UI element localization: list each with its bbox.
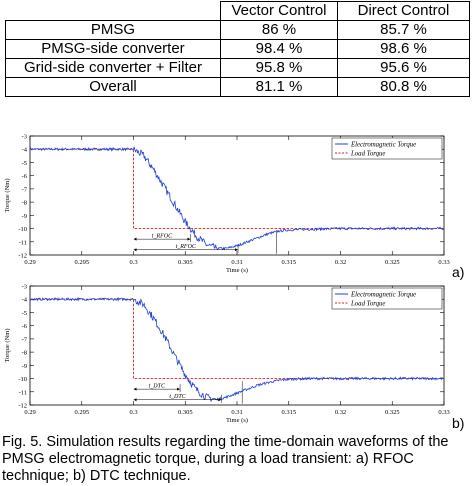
table-row: Overall 81.1 % 80.8 % bbox=[5, 77, 470, 97]
table-header-direct: Direct Control bbox=[337, 1, 470, 21]
arrow-head-left bbox=[133, 237, 137, 241]
arrow-head-left bbox=[133, 398, 137, 402]
efficiency-table: Vector Control Direct Control PMSG 86 % … bbox=[5, 1, 470, 97]
y-tick-label: -5 bbox=[22, 310, 27, 317]
y-tick-label: -10 bbox=[18, 226, 27, 233]
y-tick-label: -10 bbox=[18, 376, 27, 383]
x-axis-label: Time (s) bbox=[226, 417, 248, 424]
figure-caption: Fig. 5. Simulation results regarding the… bbox=[2, 434, 449, 484]
x-tick-label: 0.31 bbox=[231, 409, 242, 416]
table-cell: 80.8 % bbox=[337, 77, 470, 97]
table-row: Grid-side converter + Filter 95.8 % 95.6… bbox=[5, 58, 470, 78]
legend-label-load: Load Torque bbox=[350, 151, 385, 158]
x-tick-label: 0.3 bbox=[129, 259, 137, 266]
table-cell: 81.1 % bbox=[220, 77, 338, 97]
torque-plot-b: -3 -4 -5 -6 -7 -8 -9 -10 -11 -120.29 0.295 0.3 0.305… bbox=[4, 284, 450, 425]
y-tick-label: -7 bbox=[22, 336, 28, 343]
annotation-label: t_DTC bbox=[149, 384, 166, 390]
y-tick-label: -9 bbox=[22, 213, 27, 220]
x-tick-label: 0.33 bbox=[438, 259, 449, 266]
legend-label-load: Load Torque bbox=[350, 301, 385, 308]
y-tick-label: -5 bbox=[22, 160, 27, 167]
arrow-head-right bbox=[177, 387, 181, 391]
x-tick-label: 0.295 bbox=[74, 259, 89, 266]
y-axis-label: Torque (Nm) bbox=[4, 178, 11, 212]
x-tick-label: 0.32 bbox=[335, 409, 346, 416]
arrow-head-left bbox=[133, 248, 137, 252]
annotation-label: t_RFOC bbox=[176, 244, 197, 250]
y-axis-label: Torque (Nm) bbox=[4, 328, 11, 362]
table-header-row: Vector Control Direct Control bbox=[5, 1, 470, 21]
y-tick-label: -11 bbox=[19, 389, 27, 396]
table-cell: 98.6 % bbox=[337, 39, 470, 59]
series-load-torque bbox=[30, 148, 444, 230]
y-tick-label: -8 bbox=[22, 200, 27, 207]
table-cell: PMSG-side converter bbox=[5, 39, 221, 59]
table-cell: 86 % bbox=[220, 20, 338, 40]
x-tick-label: 0.32 bbox=[335, 259, 346, 266]
x-tick-label: 0.3 bbox=[129, 409, 137, 416]
table-row: PMSG-side converter 98.4 % 98.6 % bbox=[5, 39, 470, 59]
x-tick-label: 0.31 bbox=[231, 259, 242, 266]
y-tick-label: -8 bbox=[22, 350, 27, 357]
table-cell: 95.6 % bbox=[337, 58, 470, 78]
series-electromagnetic-torque bbox=[29, 146, 445, 251]
y-tick-label: -3 bbox=[22, 284, 27, 291]
y-tick-label: -11 bbox=[19, 239, 27, 246]
arrow-head-right bbox=[235, 248, 239, 252]
y-tick-label: -4 bbox=[22, 147, 28, 154]
table-cell: 95.8 % bbox=[220, 58, 338, 78]
arrow-head-left bbox=[133, 387, 137, 391]
legend-box bbox=[331, 287, 443, 310]
subfigure-label-b: b) bbox=[452, 415, 465, 431]
x-tick-label: 0.305 bbox=[178, 409, 193, 416]
x-tick-label: 0.295 bbox=[74, 409, 89, 416]
table-cell: Grid-side converter + Filter bbox=[5, 58, 221, 78]
legend-box bbox=[331, 137, 443, 160]
arrow-head-right bbox=[218, 398, 222, 402]
x-tick-label: 0.325 bbox=[385, 259, 400, 266]
table-header-blank bbox=[5, 1, 221, 21]
subfigure-label-a: a) bbox=[452, 264, 465, 280]
x-tick-label: 0.315 bbox=[281, 409, 296, 416]
torque-plot-a: -3 -4 -5 -6 -7 -8 -9 -10 -11 -120.29 0.295 0.3 0.305… bbox=[4, 134, 450, 275]
y-tick-label: -12 bbox=[18, 403, 27, 410]
x-axis-label: Time (s) bbox=[226, 267, 248, 274]
legend-label-em: Electromagnetic Torque bbox=[350, 292, 416, 299]
y-tick-label: -6 bbox=[22, 323, 28, 330]
x-tick-label: 0.33 bbox=[438, 409, 449, 416]
arrow-head-right bbox=[187, 237, 191, 241]
table-row: PMSG 86 % 85.7 % bbox=[5, 20, 470, 40]
y-tick-label: -9 bbox=[22, 363, 27, 370]
series-electromagnetic-torque bbox=[29, 297, 445, 402]
table-cell: 85.7 % bbox=[337, 20, 470, 40]
x-tick-label: 0.305 bbox=[178, 259, 193, 266]
y-tick-label: -6 bbox=[22, 173, 28, 180]
x-tick-label: 0.325 bbox=[385, 409, 400, 416]
x-tick-label: 0.29 bbox=[24, 259, 35, 266]
annotation-label: t_RFOC bbox=[152, 234, 173, 240]
table-cell: PMSG bbox=[5, 20, 221, 40]
table-cell: 98.4 % bbox=[220, 39, 338, 59]
table-cell: Overall bbox=[5, 77, 221, 97]
y-tick-label: -12 bbox=[18, 253, 27, 260]
annotation-label: t_DTC bbox=[169, 394, 186, 400]
y-tick-label: -4 bbox=[22, 297, 28, 304]
x-tick-label: 0.315 bbox=[281, 259, 296, 266]
y-tick-label: -7 bbox=[22, 186, 28, 193]
table-header-vector: Vector Control bbox=[220, 1, 338, 21]
series-load-torque bbox=[30, 298, 444, 380]
y-tick-label: -3 bbox=[22, 134, 27, 141]
legend-label-em: Electromagnetic Torque bbox=[350, 142, 416, 149]
x-tick-label: 0.29 bbox=[24, 409, 35, 416]
